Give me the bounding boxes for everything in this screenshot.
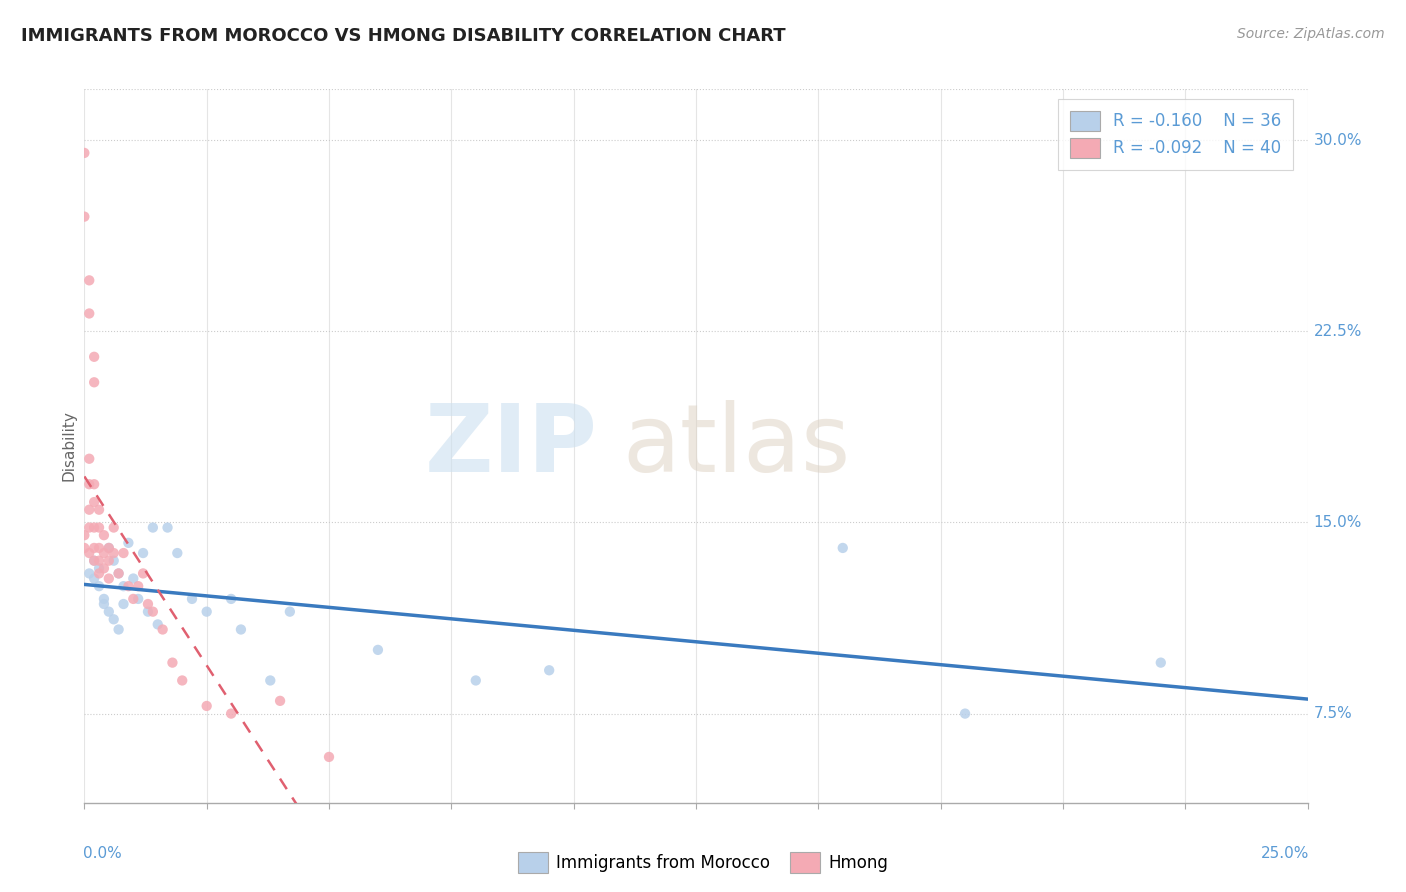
Text: 0.0%: 0.0% xyxy=(83,846,122,861)
Point xyxy=(318,750,340,764)
Text: 15.0%: 15.0% xyxy=(1313,515,1362,530)
Point xyxy=(112,597,135,611)
Point xyxy=(77,451,100,466)
Point xyxy=(538,663,561,677)
Point xyxy=(269,694,291,708)
Point xyxy=(97,572,120,586)
Point xyxy=(107,566,129,581)
Point xyxy=(136,597,159,611)
Point xyxy=(953,706,976,721)
Point xyxy=(367,643,389,657)
Point xyxy=(152,623,174,637)
Point xyxy=(278,605,301,619)
Point xyxy=(117,536,139,550)
Point xyxy=(127,591,149,606)
Point xyxy=(77,306,100,320)
Point xyxy=(83,520,105,534)
Point xyxy=(229,623,252,637)
Point xyxy=(162,656,184,670)
Point xyxy=(103,612,125,626)
Point xyxy=(77,546,100,560)
Point xyxy=(127,579,149,593)
Point xyxy=(107,566,129,581)
Point xyxy=(195,605,218,619)
Point xyxy=(97,605,120,619)
Y-axis label: Disability: Disability xyxy=(60,410,76,482)
Point xyxy=(83,477,105,491)
Point xyxy=(112,546,135,560)
Point xyxy=(83,572,105,586)
Point xyxy=(83,554,105,568)
Point xyxy=(132,546,155,560)
Point xyxy=(1150,656,1173,670)
Text: atlas: atlas xyxy=(623,400,851,492)
Point xyxy=(93,546,115,560)
Point xyxy=(219,706,242,721)
Point xyxy=(93,597,115,611)
Point xyxy=(87,502,110,516)
Text: 25.0%: 25.0% xyxy=(1260,846,1309,861)
Point xyxy=(93,561,115,575)
Text: Source: ZipAtlas.com: Source: ZipAtlas.com xyxy=(1237,27,1385,41)
Point xyxy=(93,528,115,542)
Point xyxy=(142,520,165,534)
Point xyxy=(103,554,125,568)
Point xyxy=(77,520,100,534)
Point xyxy=(117,579,139,593)
Point xyxy=(77,566,100,581)
Point xyxy=(172,673,194,688)
Point xyxy=(132,566,155,581)
Point xyxy=(83,350,105,364)
Text: IMMIGRANTS FROM MOROCCO VS HMONG DISABILITY CORRELATION CHART: IMMIGRANTS FROM MOROCCO VS HMONG DISABIL… xyxy=(21,27,786,45)
Point xyxy=(87,566,110,581)
Point xyxy=(195,698,218,713)
Point xyxy=(77,273,100,287)
Point xyxy=(73,528,96,542)
Point xyxy=(83,554,105,568)
Point xyxy=(259,673,281,688)
Point xyxy=(181,591,204,606)
Point xyxy=(146,617,169,632)
Point xyxy=(73,210,96,224)
Point xyxy=(112,579,135,593)
Point xyxy=(136,605,159,619)
Point xyxy=(219,591,242,606)
Point xyxy=(166,546,188,560)
Text: 22.5%: 22.5% xyxy=(1313,324,1362,339)
Point xyxy=(97,554,120,568)
Point xyxy=(73,145,96,160)
Point xyxy=(77,502,100,516)
Text: 7.5%: 7.5% xyxy=(1313,706,1353,721)
Point xyxy=(93,591,115,606)
Point xyxy=(83,541,105,555)
Point xyxy=(122,591,145,606)
Point xyxy=(97,541,120,555)
Point xyxy=(87,554,110,568)
Point xyxy=(83,495,105,509)
Text: ZIP: ZIP xyxy=(425,400,598,492)
Point xyxy=(73,541,96,555)
Point xyxy=(87,541,110,555)
Point xyxy=(156,520,179,534)
Point xyxy=(464,673,486,688)
Point xyxy=(103,546,125,560)
Legend: R = -0.160    N = 36, R = -0.092    N = 40: R = -0.160 N = 36, R = -0.092 N = 40 xyxy=(1059,99,1294,169)
Legend: Immigrants from Morocco, Hmong: Immigrants from Morocco, Hmong xyxy=(510,846,896,880)
Point xyxy=(122,572,145,586)
Point xyxy=(142,605,165,619)
Text: 30.0%: 30.0% xyxy=(1313,133,1362,148)
Point xyxy=(87,520,110,534)
Point xyxy=(107,623,129,637)
Point xyxy=(831,541,853,555)
Point xyxy=(87,561,110,575)
Point xyxy=(103,520,125,534)
Point xyxy=(87,579,110,593)
Point xyxy=(83,376,105,390)
Point xyxy=(77,477,100,491)
Point xyxy=(97,541,120,555)
